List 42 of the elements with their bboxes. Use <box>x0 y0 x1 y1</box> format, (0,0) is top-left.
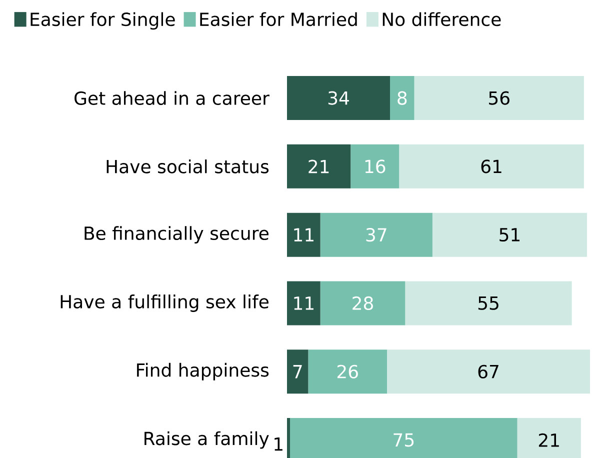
bar <box>287 350 308 394</box>
bar <box>287 144 351 188</box>
data-label: 75 <box>394 433 414 447</box>
bar <box>287 76 390 120</box>
y-tick-label: Find happiness <box>137 362 269 380</box>
bar <box>386 350 590 394</box>
bar <box>308 350 387 394</box>
data-label: 8 <box>398 91 407 105</box>
data-label: 37 <box>366 228 386 242</box>
y-tick-label: Raise a family <box>144 431 269 449</box>
bar <box>405 281 572 326</box>
bar <box>414 76 584 120</box>
data-label: 61 <box>481 160 502 174</box>
data-label: 7 <box>293 365 302 378</box>
bar <box>287 212 320 257</box>
bar <box>320 281 406 326</box>
y-tick-label: Get ahead in a career <box>74 91 270 105</box>
data-label: 56 <box>489 91 510 105</box>
data-label: 11 <box>294 296 314 310</box>
data-label: 67 <box>478 364 498 378</box>
legend-label: Easier for Married <box>200 12 357 26</box>
legend-label: No difference <box>382 12 501 26</box>
data-label: 34 <box>328 91 349 105</box>
data-label: 21 <box>308 160 329 174</box>
data-label: 1 <box>274 437 282 451</box>
data-label: 28 <box>352 296 373 310</box>
data-label: 16 <box>365 160 386 174</box>
bar <box>390 76 414 120</box>
bar <box>399 144 584 188</box>
data-label: 51 <box>500 228 520 242</box>
y-tick-label: Have social status <box>106 159 269 174</box>
bar <box>350 144 400 188</box>
y-tick-label: Be financially secure <box>84 226 268 244</box>
bar <box>320 212 432 257</box>
data-label: 11 <box>294 228 314 242</box>
bar <box>287 281 320 326</box>
data-label: 21 <box>538 433 559 447</box>
y-tick-label: Have a fulfilling sex life <box>60 294 268 312</box>
legend-label: Easier for Single <box>30 12 175 30</box>
data-label: 26 <box>337 364 358 378</box>
data-label: 55 <box>478 296 498 310</box>
bar <box>432 212 587 257</box>
